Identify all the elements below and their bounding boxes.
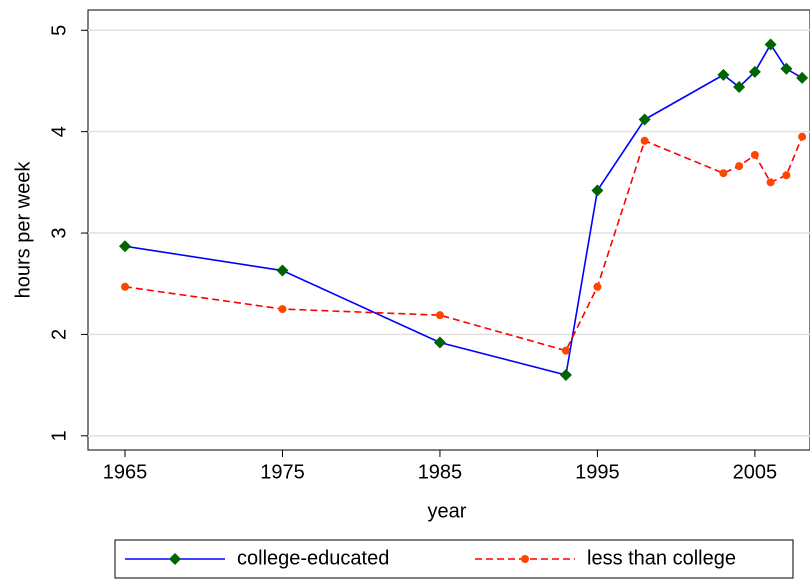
marker (796, 71, 809, 84)
marker (640, 136, 649, 145)
x-tick-label: 1975 (260, 461, 305, 483)
series-line (124, 42, 803, 376)
legend-marker (521, 555, 529, 563)
marker (780, 62, 793, 75)
marker (433, 336, 446, 349)
x-tick-label: 1985 (418, 461, 463, 483)
legend-label: college-educated (237, 547, 389, 569)
y-axis-label: hours per week (12, 161, 34, 299)
y-tick-label: 4 (48, 126, 70, 137)
marker (561, 346, 570, 355)
y-tick-label: 1 (48, 430, 70, 441)
y-tick-label: 2 (48, 329, 70, 340)
marker (717, 68, 730, 81)
y-tick-label: 3 (48, 227, 70, 238)
marker (591, 184, 604, 197)
marker (593, 282, 602, 291)
x-tick-label: 1995 (575, 461, 620, 483)
marker (766, 178, 775, 187)
marker (733, 81, 746, 94)
marker (735, 162, 744, 171)
legend-box (114, 539, 794, 579)
marker (278, 305, 287, 314)
marker (750, 150, 759, 159)
marker (748, 65, 761, 78)
marker (559, 368, 572, 381)
legend-marker (169, 553, 181, 565)
marker (435, 311, 444, 320)
x-axis-label: year (428, 500, 467, 522)
marker (119, 240, 132, 253)
marker (798, 132, 807, 141)
marker (782, 171, 791, 180)
marker (638, 113, 651, 126)
marker (121, 282, 130, 291)
x-tick-label: 1965 (103, 461, 148, 483)
marker (764, 38, 777, 51)
x-tick-label: 2005 (733, 461, 778, 483)
legend-label: less than college (587, 547, 736, 569)
marker (719, 169, 728, 178)
y-tick-label: 5 (48, 25, 70, 36)
marker (276, 264, 289, 277)
plot-area (87, 9, 810, 451)
